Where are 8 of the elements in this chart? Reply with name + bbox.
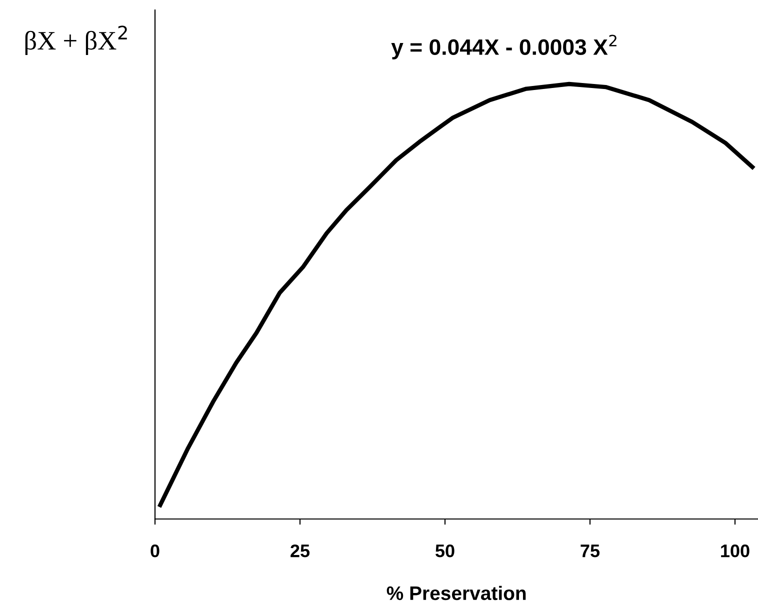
x-tick-label: 50 xyxy=(436,544,454,558)
x-tick-label: 75 xyxy=(580,544,600,558)
y-axis-title: βX + βX$^{2}$ xyxy=(25,26,127,56)
x-tick-label: 25 xyxy=(290,544,310,558)
x-tick-label: 0 xyxy=(150,544,160,558)
x-axis-title: % Preservation xyxy=(386,586,526,600)
text: y = 0.044X - 0.0003 X$^{2}$ xyxy=(391,34,616,60)
x-tick-label: 100 xyxy=(721,544,750,558)
